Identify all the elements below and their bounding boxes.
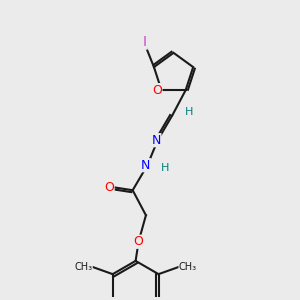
Text: O: O xyxy=(152,84,162,97)
Text: I: I xyxy=(143,35,147,49)
Text: N: N xyxy=(141,159,151,172)
Text: H: H xyxy=(161,163,169,173)
Text: O: O xyxy=(104,181,114,194)
Text: O: O xyxy=(134,235,143,248)
Text: H: H xyxy=(184,107,193,117)
Text: N: N xyxy=(152,134,161,147)
Text: CH₃: CH₃ xyxy=(179,262,197,272)
Text: CH₃: CH₃ xyxy=(74,262,92,272)
